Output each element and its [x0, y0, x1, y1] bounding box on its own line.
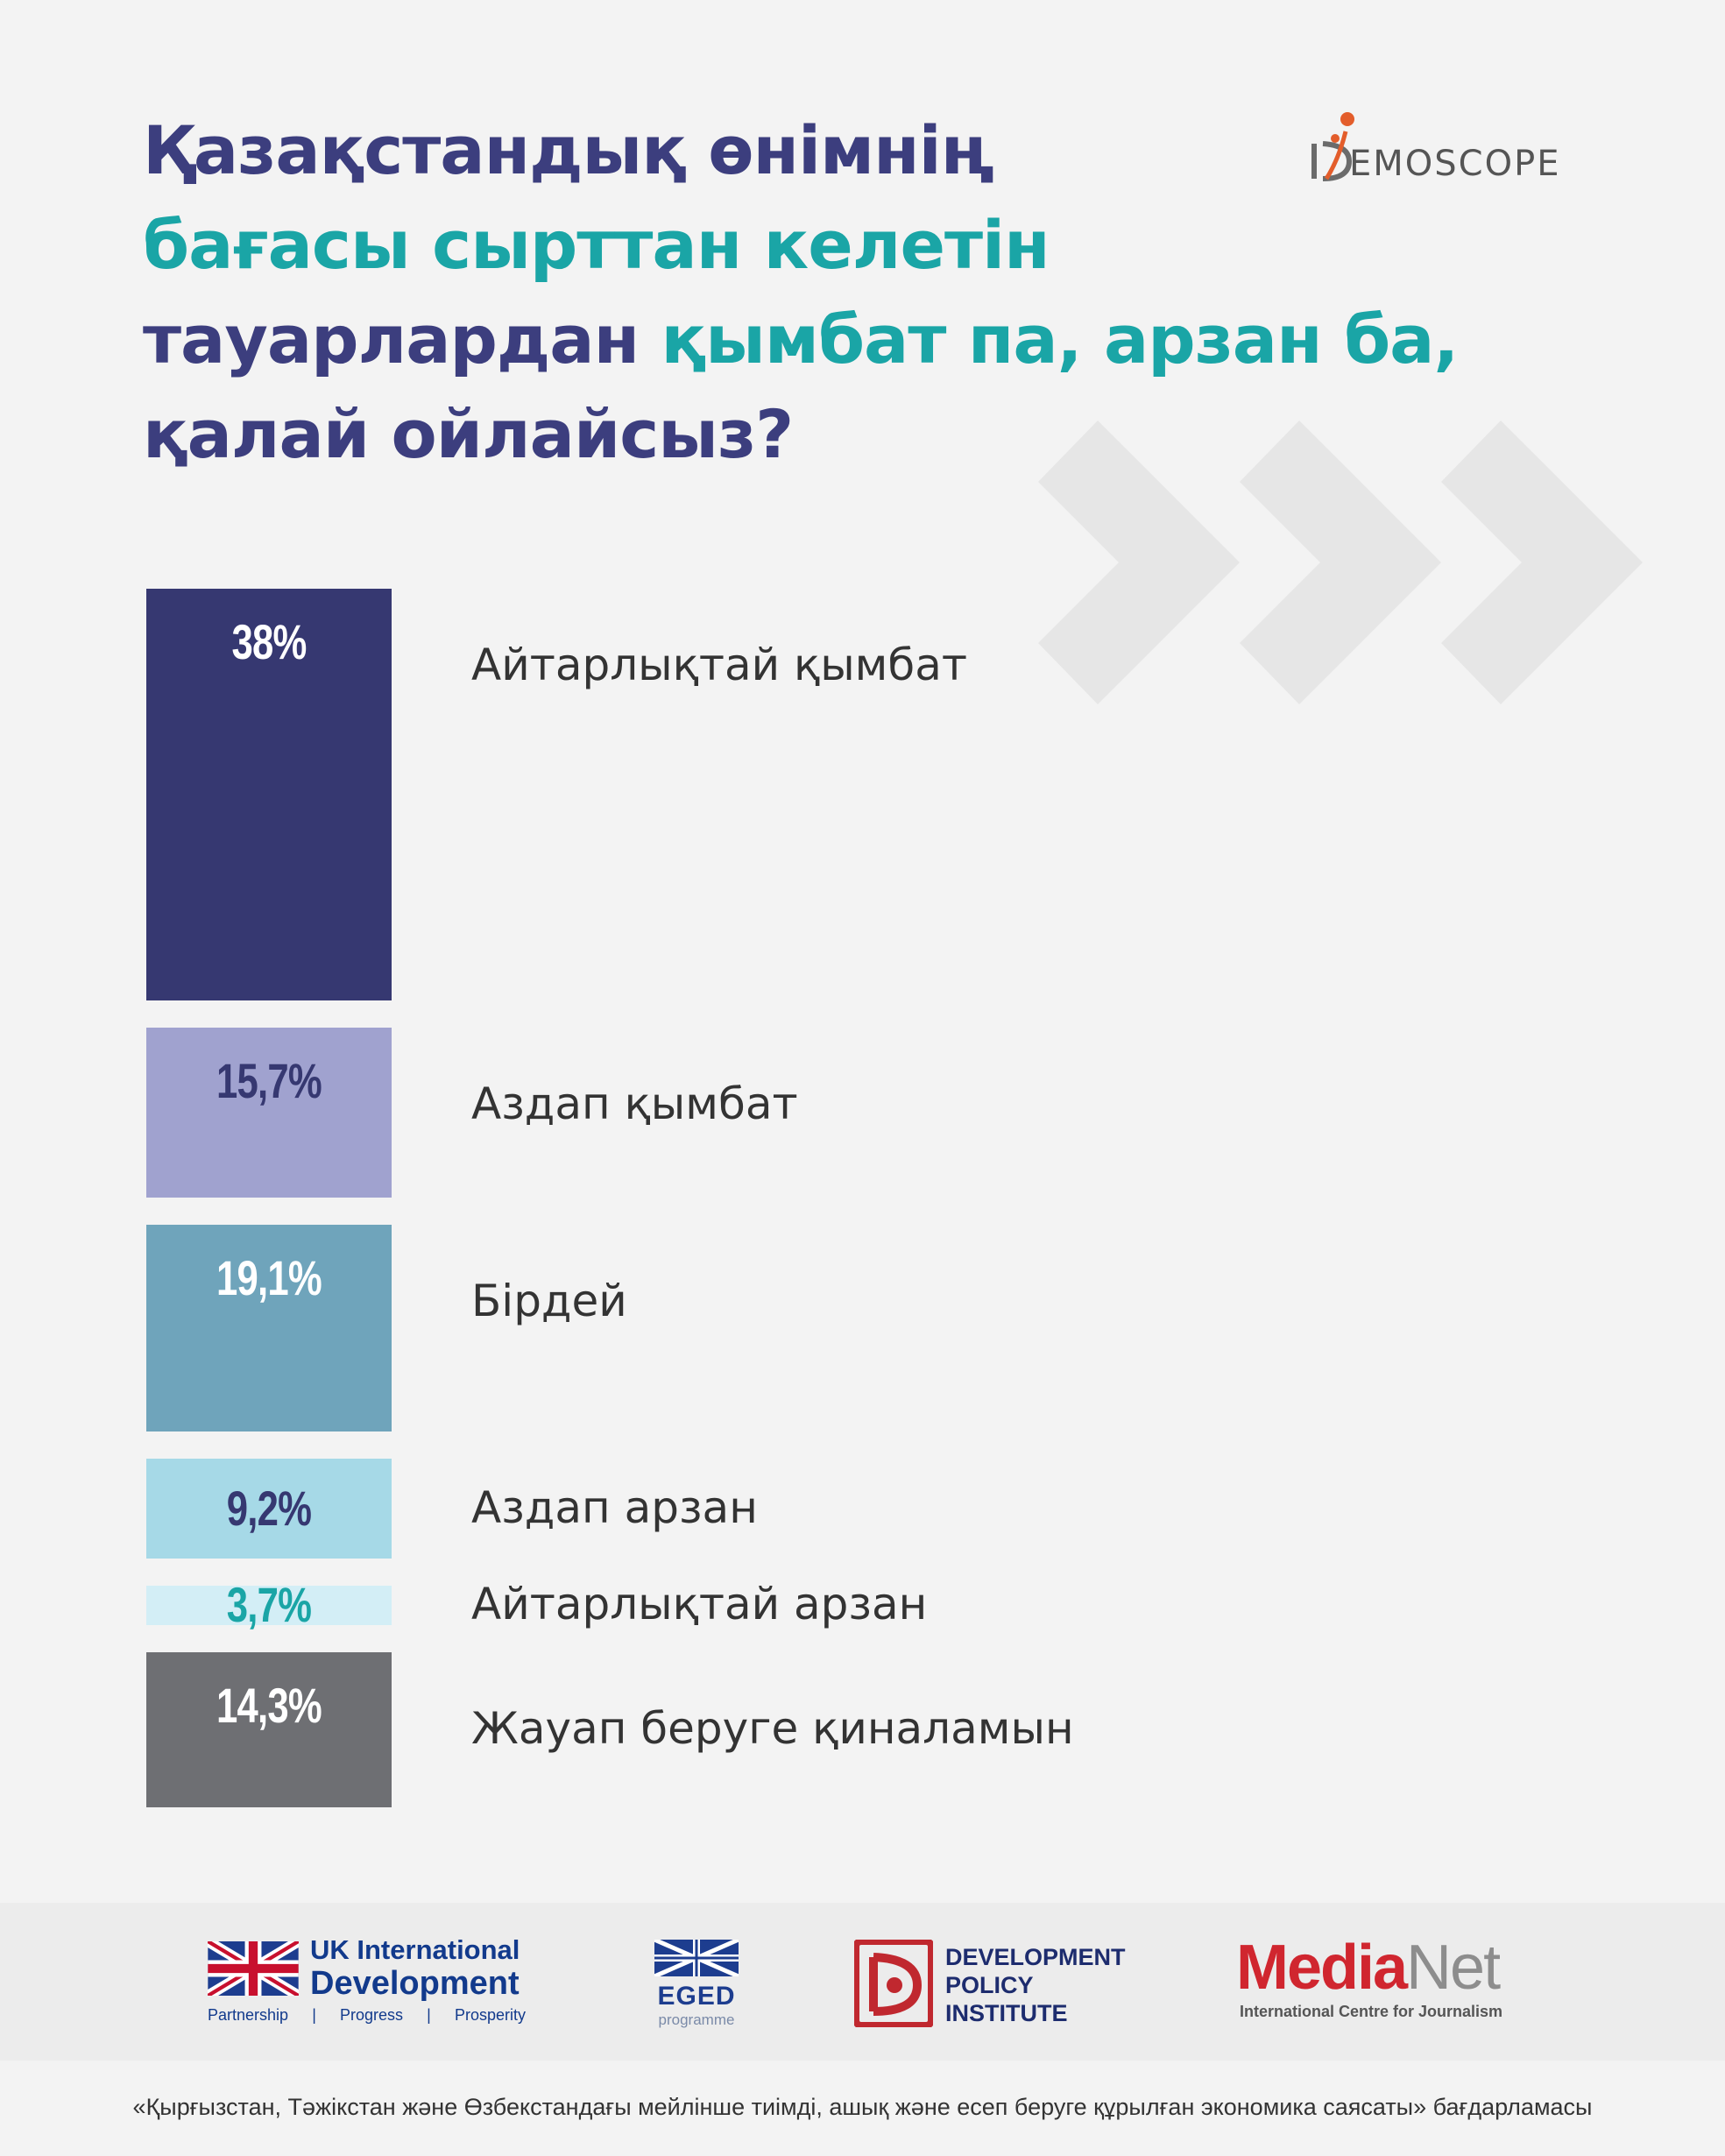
title-segment: бағасы сырттан келетін — [143, 206, 1050, 284]
bar-value-label: 38% — [231, 614, 307, 669]
page-title: Қазақстандық өнімнің бағасы сырттан келет… — [143, 103, 1460, 482]
eged-sub: programme — [658, 2011, 735, 2028]
title-segment: тауарлардан — [143, 300, 661, 378]
bar — [146, 589, 392, 1000]
bar-value-label: 3,7% — [226, 1577, 312, 1633]
bar-value-label: 9,2% — [226, 1480, 312, 1536]
chevrons-decoration-icon — [1038, 421, 1643, 704]
eged-flag-icon — [653, 1937, 740, 1979]
ukid-tag-progress: Progress — [340, 2006, 404, 2024]
bar-category-label: Аздап арзан — [471, 1481, 758, 1533]
dpi-line3: INSTITUTE — [945, 2000, 1068, 2026]
title-line-2: бағасы сырттан келетін — [143, 198, 1457, 293]
bar — [146, 1585, 392, 1626]
title-segment: қымбат па, арзан ба, — [661, 300, 1460, 378]
medianet-net: Net — [1406, 1933, 1501, 2003]
union-jack-icon — [208, 1941, 299, 1996]
ukid-line1: UK International — [310, 1934, 520, 1965]
program-note: «Қырғызстан, Тәжікстан және Өзбекстандағ… — [132, 2094, 1593, 2120]
bar-category-label: Жауап беруге қиналамын — [471, 1703, 1074, 1755]
bar-value-label: 15,7% — [216, 1052, 322, 1108]
title-line-4: қалай ойлайсыз? — [143, 387, 1457, 482]
demoscope-mark-icon — [1311, 112, 1354, 181]
bar — [146, 1652, 392, 1807]
dpi-line2: POLICY — [945, 1972, 1034, 1998]
dpi-logo-icon — [854, 1940, 933, 2027]
title-segment: Қазақстандық өнімнің — [143, 111, 994, 189]
bar-value-label: 14,3% — [216, 1678, 322, 1734]
ukid-line2: Development — [310, 1965, 520, 2002]
medianet-sub: International Centre for Journalism — [1240, 2003, 1503, 2020]
demoscope-logo: EMOSCOPE — [1307, 107, 1587, 194]
medianet-media: Media — [1236, 1933, 1408, 2003]
bar-category-label: Айтарлықтай қымбат — [471, 640, 967, 690]
ukid-tagline: Partnership | Progress | Prosperity — [208, 2006, 526, 2025]
bar — [146, 1224, 392, 1431]
bar-value-label: 19,1% — [216, 1249, 322, 1305]
title-segment: қалай ойлайсыз? — [143, 395, 794, 473]
dpi-line1: DEVELOPMENT — [945, 1944, 1126, 1970]
eged-name: EGED — [657, 1982, 736, 2011]
bar-category-label: Айтарлықтай арзан — [471, 1579, 928, 1630]
bar — [146, 1458, 392, 1559]
ukid-tag-partnership: Partnership — [208, 2006, 289, 2024]
medianet-logo: MediaNet International Centre for Journa… — [1236, 1936, 1502, 2021]
ukid-tag-sep1: | — [312, 2006, 316, 2024]
dpi-logo-text: DEVELOPMENT POLICY INSTITUTE — [945, 1943, 1126, 2027]
ukid-tag-prosperity: Prosperity — [454, 2006, 526, 2024]
eged-logo: EGED programme — [653, 1937, 740, 2029]
bar-category-label: Бірдей — [471, 1275, 627, 1326]
bar — [146, 1027, 392, 1198]
bar-category-label: Аздап қымбат — [471, 1078, 798, 1129]
demoscope-wordmark: EMOSCOPE — [1349, 144, 1561, 184]
ukid-tag-sep2: | — [427, 2006, 431, 2024]
ukid-logo-text: UK International Development — [310, 1936, 520, 2000]
title-line-1: Қазақстандық өнімнің — [143, 103, 1457, 198]
title-line-3: тауарлардан қымбат па, арзан ба, — [143, 293, 1460, 387]
